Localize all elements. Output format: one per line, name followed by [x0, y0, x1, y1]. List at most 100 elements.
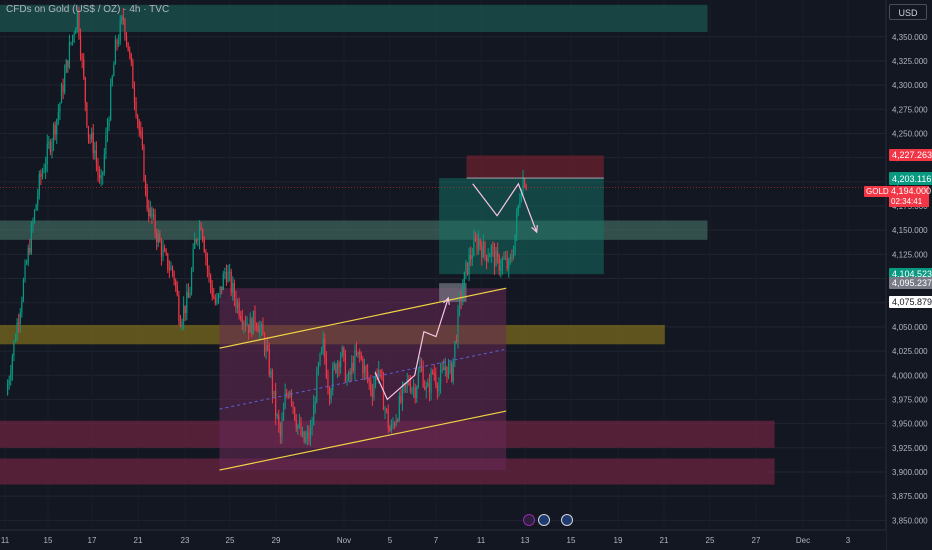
candle-body — [492, 246, 494, 248]
candle-body — [173, 272, 175, 281]
candle-body — [506, 258, 508, 269]
candle-body — [336, 362, 339, 373]
candle-body — [249, 318, 251, 333]
candle-body — [260, 324, 262, 328]
candle-body — [225, 272, 228, 282]
candle-body — [222, 273, 224, 290]
candle-body — [127, 42, 129, 51]
candle-body — [194, 239, 196, 249]
candle-body — [322, 338, 324, 348]
candle-body — [355, 350, 358, 355]
time-axis-label: 27 — [752, 536, 761, 545]
candle-body — [432, 371, 434, 373]
candle-body — [8, 379, 10, 385]
us-flag-event-icon-2[interactable] — [561, 514, 573, 526]
channel-mid-line — [219, 348, 507, 410]
time-axis-label: 5 — [388, 536, 393, 545]
candle-body — [113, 64, 115, 77]
price-axis-label: 4,325.000 — [892, 57, 928, 66]
candle-body — [351, 362, 353, 375]
candle-body — [446, 366, 448, 378]
candle-body — [393, 423, 396, 426]
candle-body — [35, 204, 37, 211]
candle-body — [352, 362, 354, 371]
candle-body — [11, 356, 13, 374]
candle-body — [416, 386, 418, 399]
candle-body — [33, 210, 36, 222]
candle-body — [26, 262, 28, 264]
candle-body — [279, 424, 281, 437]
candle-body — [32, 221, 34, 226]
candle-body — [501, 258, 504, 268]
candle-body — [373, 384, 375, 397]
candle-body — [474, 238, 477, 240]
candle-body — [321, 347, 323, 354]
candle-body — [205, 251, 207, 258]
candle-body — [56, 119, 58, 135]
candle-body — [516, 213, 518, 235]
candle-body — [72, 35, 74, 43]
candle-body — [219, 286, 221, 294]
candle-body — [384, 408, 386, 410]
candle-body — [171, 266, 174, 273]
candle-body — [454, 341, 456, 359]
candle-body — [362, 359, 364, 374]
candle-body — [424, 386, 426, 390]
candle-body — [425, 386, 427, 390]
candle-body — [346, 379, 348, 382]
candle-body — [419, 365, 421, 372]
candle-body — [202, 229, 204, 240]
lightning-event-icon[interactable] — [523, 514, 535, 526]
time-axis-label: 7 — [434, 536, 439, 545]
candle-body — [427, 382, 429, 387]
candle-body — [211, 286, 213, 297]
candle-body — [414, 387, 416, 399]
candle-body — [338, 362, 340, 368]
price-axis-label: 4,000.000 — [892, 371, 928, 380]
candle-body — [514, 234, 516, 255]
candle-body — [282, 408, 285, 421]
candle-body — [186, 291, 188, 313]
candle-body — [208, 268, 210, 276]
candle-body — [119, 21, 121, 42]
candle-body — [243, 322, 245, 325]
candle-body — [400, 395, 402, 402]
candle-body — [159, 233, 161, 242]
time-axis-panel[interactable] — [0, 530, 886, 550]
candle-body — [265, 345, 267, 352]
time-axis-label: 11 — [477, 536, 486, 545]
candle-body — [156, 232, 158, 243]
candle-body — [471, 255, 473, 259]
candle-body — [452, 358, 454, 382]
candle-body — [67, 60, 69, 68]
candle-body — [357, 351, 359, 355]
candle-body — [65, 60, 67, 73]
us-flag-event-icon[interactable] — [538, 514, 550, 526]
candle-body — [233, 283, 235, 299]
candle-body — [111, 76, 113, 85]
candle-body — [51, 141, 53, 152]
candle-body — [103, 154, 105, 172]
price-tag: 4,075.879 — [889, 295, 932, 308]
candle-body — [487, 257, 489, 262]
candle-body — [325, 358, 327, 378]
candle-body — [254, 310, 256, 325]
candle-body — [64, 72, 66, 93]
candle-body — [332, 367, 334, 391]
candle-body — [386, 408, 388, 411]
candle-body — [76, 11, 78, 29]
time-axis-label: 15 — [44, 536, 53, 545]
candle-body — [273, 390, 275, 395]
candle-body — [301, 431, 304, 436]
candle-body — [40, 173, 42, 177]
candle-body — [524, 179, 526, 187]
currency-selector[interactable]: USD — [889, 4, 927, 20]
candle-body — [363, 366, 366, 374]
candle-body — [490, 246, 492, 255]
candle-body — [68, 42, 71, 68]
price-axis-label: 4,350.000 — [892, 33, 928, 42]
price-axis-label: 4,050.000 — [892, 323, 928, 332]
candle-body — [268, 349, 270, 375]
candle-body — [92, 132, 94, 154]
